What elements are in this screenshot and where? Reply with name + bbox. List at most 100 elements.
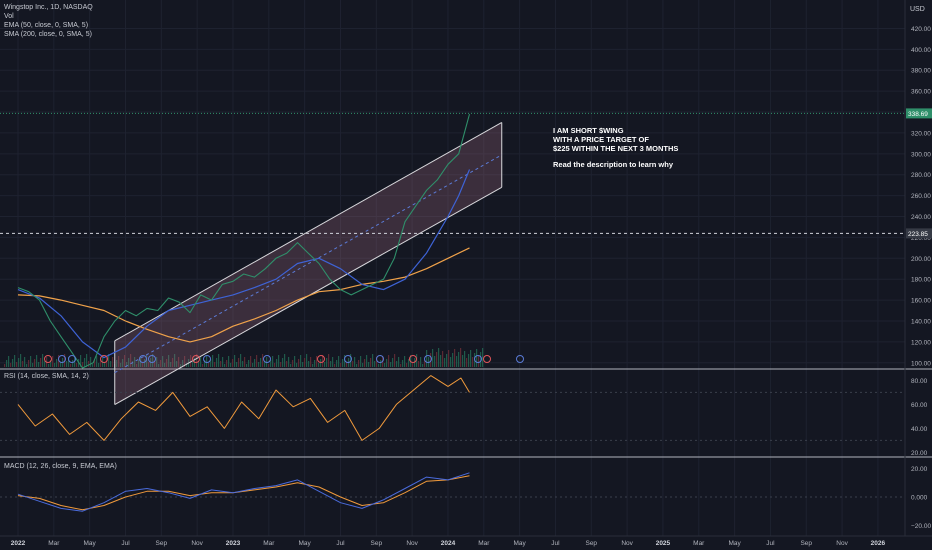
volume-bar [48, 364, 50, 367]
volume-bar [202, 364, 204, 367]
volume-bar [198, 361, 200, 367]
currency-label: USD [910, 6, 925, 13]
volume-bar [90, 357, 92, 367]
volume-bar [370, 358, 372, 367]
volume-bar [418, 361, 420, 367]
volume-bar [144, 359, 146, 367]
volume-bar [336, 360, 338, 367]
volume-bar [306, 354, 308, 367]
volume-bar [286, 361, 288, 367]
volume-bar [108, 354, 110, 367]
volume-bar [430, 353, 432, 367]
volume-bar [154, 361, 156, 367]
volume-bar [366, 355, 368, 367]
volume-bar [94, 360, 96, 367]
volume-bar [470, 350, 472, 367]
volume-bar [372, 354, 374, 367]
volume-bar [110, 361, 112, 367]
volume-bar [478, 356, 480, 367]
volume-bar [398, 357, 400, 367]
legend-rsi: RSI (14, close, SMA, 14, 2) [4, 373, 89, 380]
volume-bar [340, 363, 342, 367]
volume-bar [444, 358, 446, 367]
volume-bar [86, 354, 88, 367]
volume-bar [300, 355, 302, 367]
volume-bar [278, 355, 280, 367]
volume-bar [334, 364, 336, 367]
price-tick-label: 100.00 [911, 360, 931, 367]
event-marker-icon [139, 355, 147, 363]
volume-bar [44, 361, 46, 367]
ema-line [17, 169, 471, 359]
volume-bar [212, 355, 214, 367]
volume-bar [346, 362, 348, 367]
volume-bar [254, 359, 256, 367]
volume-bar [218, 354, 220, 367]
volume-bar [126, 362, 128, 367]
volume-bar [76, 363, 78, 367]
price-tick-label: 140.00 [911, 318, 931, 325]
event-marker-icon [58, 355, 66, 363]
volume-bar [350, 354, 352, 367]
macd-line [17, 472, 470, 512]
volume-bar [52, 356, 54, 367]
volume-bar [328, 354, 330, 367]
volume-bar [452, 353, 454, 367]
time-tick-label: Jul [766, 540, 775, 547]
volume-bar [436, 352, 438, 367]
last-price-label: 338.69 [908, 111, 928, 118]
volume-bar [320, 359, 322, 367]
time-tick-label: Sep [371, 540, 383, 547]
event-marker-icon [424, 355, 432, 363]
volume-bar [106, 358, 108, 367]
time-tick-label: Jul [336, 540, 345, 547]
annotation-text: I AM SHORT $WING WITH A PRICE TARGET OF … [553, 126, 678, 169]
volume-bar [102, 355, 104, 367]
volume-bar [234, 355, 236, 367]
volume-bar [464, 351, 466, 367]
volume-bar [360, 356, 362, 367]
volume-bar [42, 354, 44, 367]
volume-bar [40, 358, 42, 367]
volume-bar [448, 350, 450, 367]
volume-bar [250, 356, 252, 367]
channel-upper-line [114, 122, 502, 342]
volume-bar [24, 357, 26, 367]
time-tick-label: Mar [263, 540, 275, 547]
volume-bar [170, 362, 172, 367]
event-marker-icon [100, 355, 108, 363]
macd-tick-label: 0.000 [911, 495, 928, 502]
volume-bar [156, 357, 158, 367]
volume-bar [330, 361, 332, 367]
volume-bar [214, 362, 216, 367]
time-tick-label: Mar [48, 540, 60, 547]
volume-bar [402, 360, 404, 367]
event-marker-icon [203, 355, 211, 363]
price-tick-label: 420.00 [911, 26, 931, 33]
volume-bar [200, 357, 202, 367]
event-marker-icon [317, 355, 325, 363]
volume-bar [302, 362, 304, 367]
volume-bar [112, 357, 114, 367]
volume-bar [132, 361, 134, 367]
volume-bar [432, 349, 434, 367]
volume-bar [60, 362, 62, 367]
volume-bar [50, 360, 52, 367]
volume-bar [136, 364, 138, 367]
volume-bar [182, 360, 184, 367]
macd-signal-line [17, 475, 470, 511]
volume-bar [84, 358, 86, 367]
volume-bar [242, 361, 244, 367]
volume-bar [4, 364, 6, 367]
annotation-line-4: Read the description to learn why [553, 160, 674, 169]
volume-bar [116, 360, 118, 367]
macd-tick-label: 20.00 [911, 466, 928, 473]
event-marker-icon [192, 355, 200, 363]
volume-bar [322, 355, 324, 367]
volume-bar [248, 360, 250, 367]
price-tick-label: 380.00 [911, 68, 931, 75]
volume-bar [30, 356, 32, 367]
volume-bar [82, 362, 84, 367]
volume-bar [38, 362, 40, 367]
